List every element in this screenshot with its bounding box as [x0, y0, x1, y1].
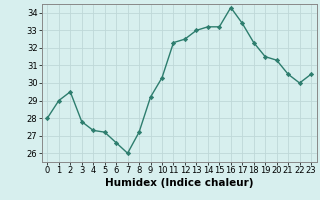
X-axis label: Humidex (Indice chaleur): Humidex (Indice chaleur)	[105, 178, 253, 188]
